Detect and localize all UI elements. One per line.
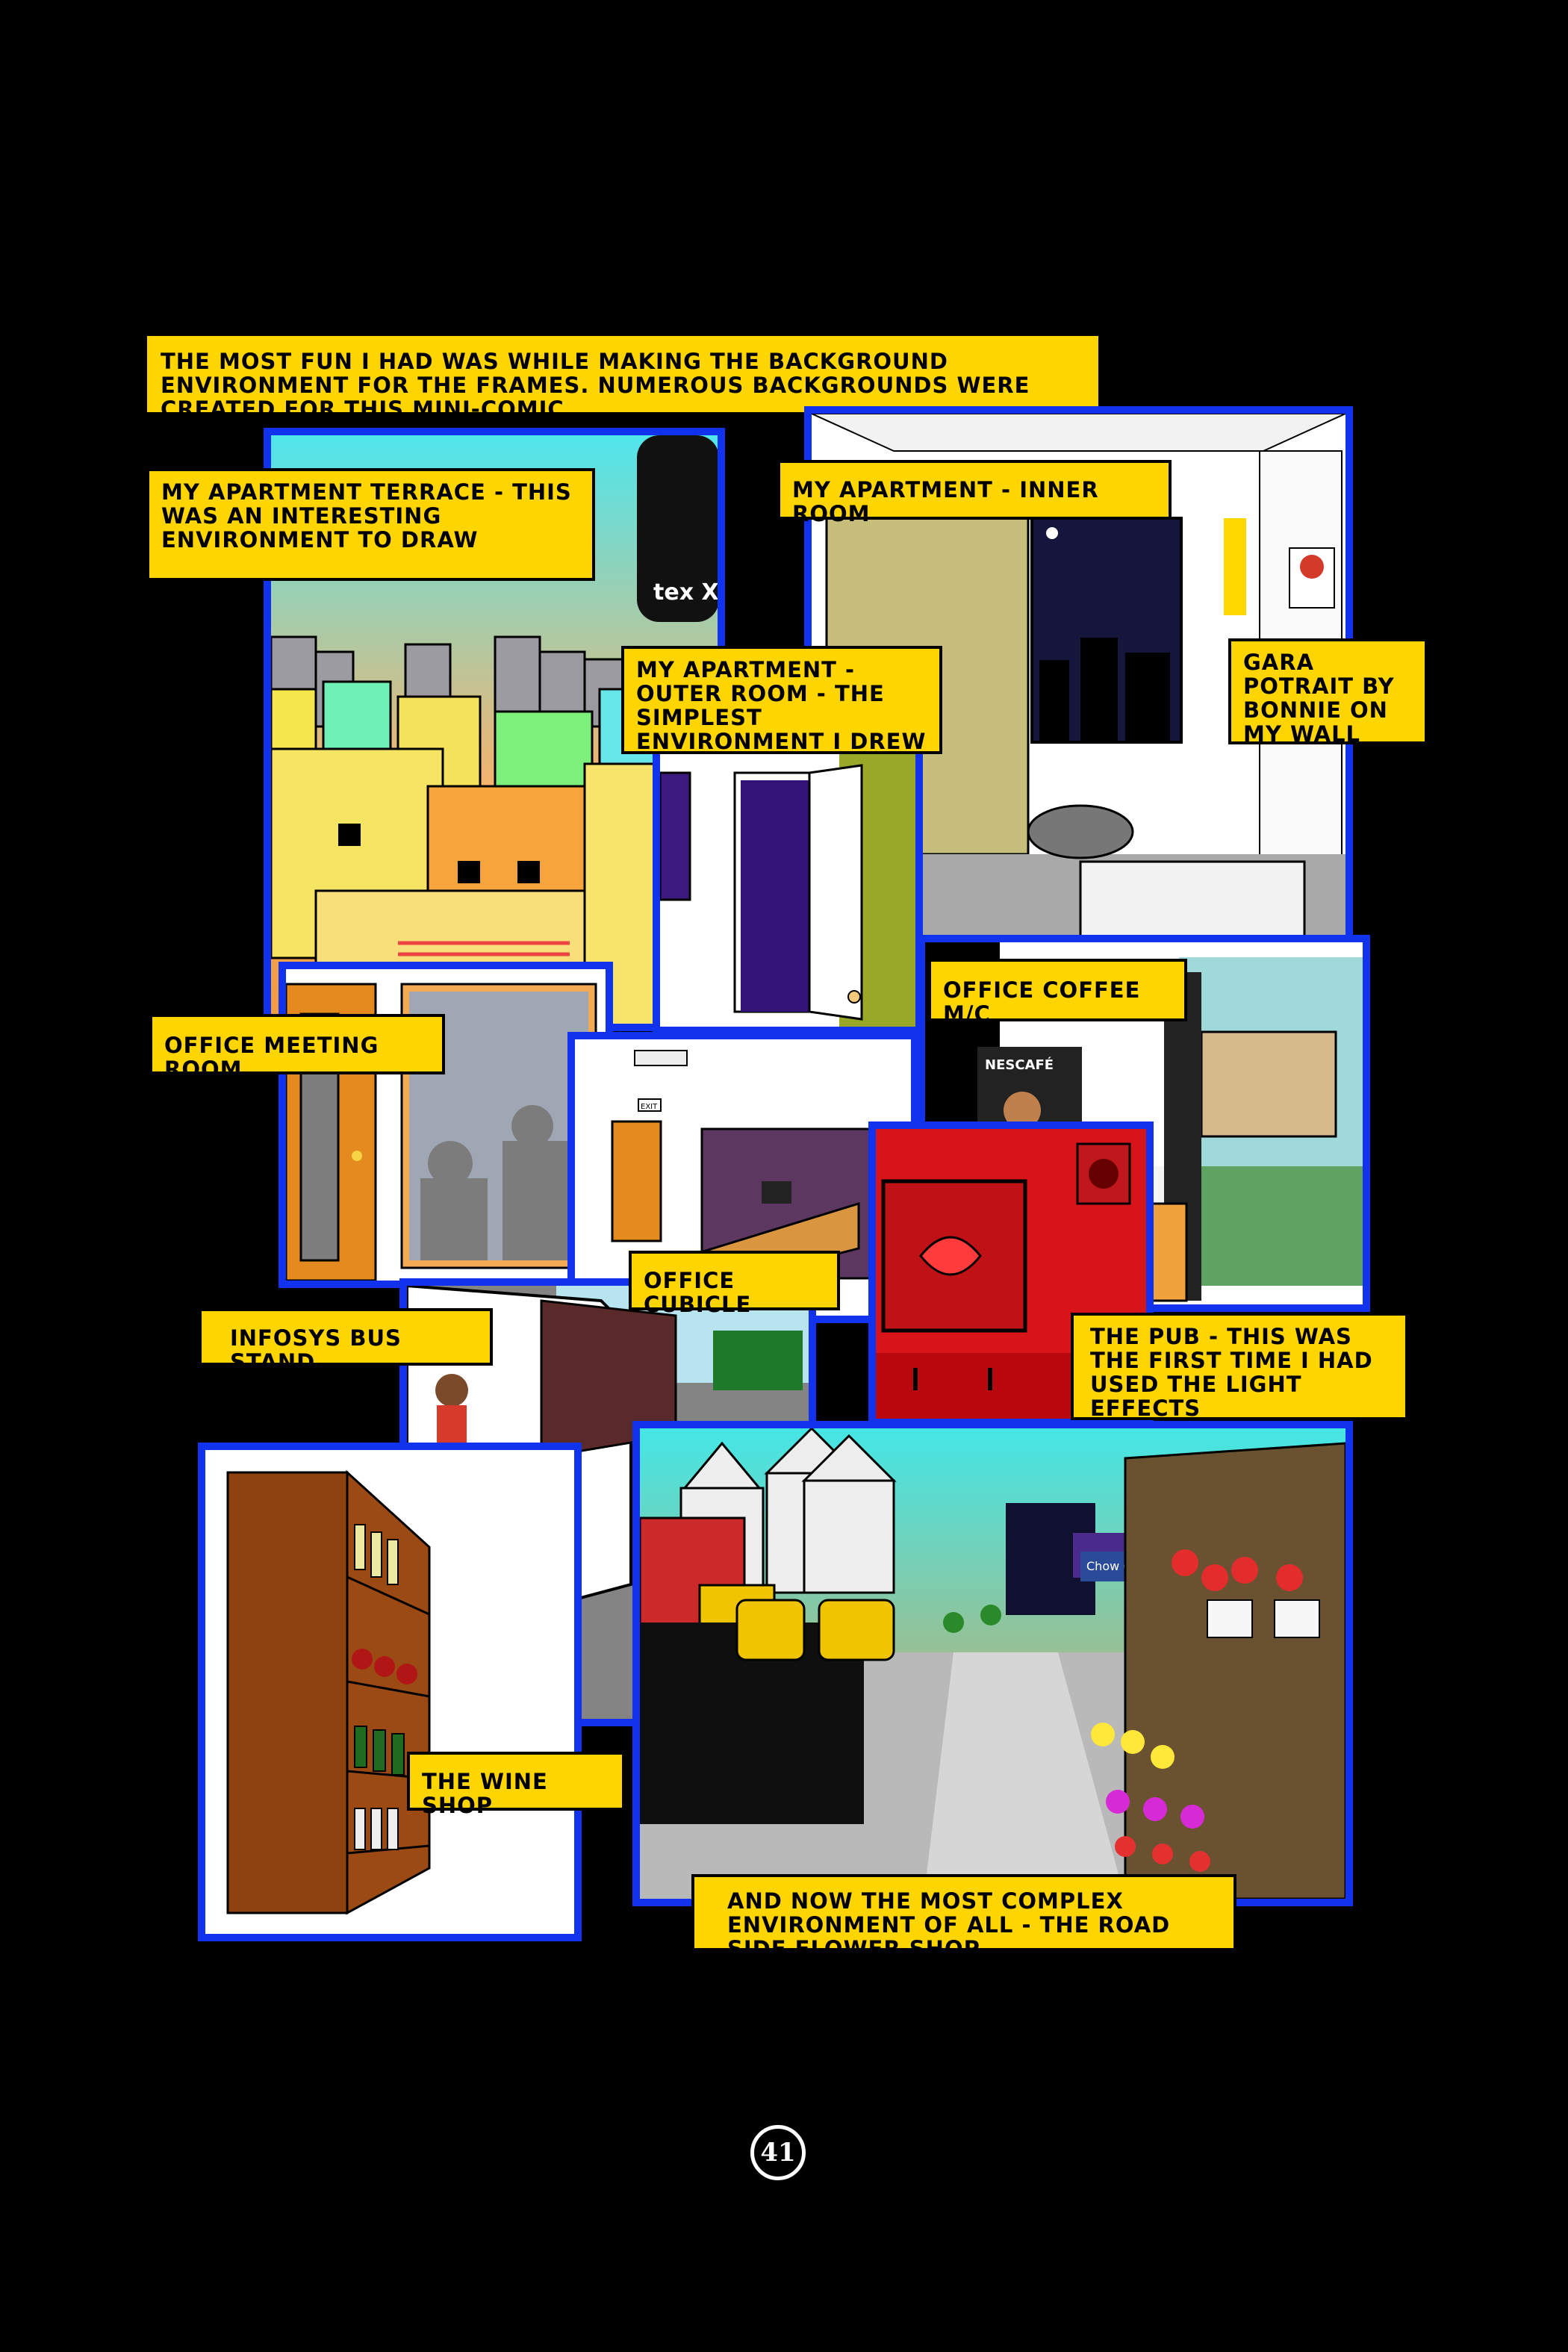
gara-caption: GARA POTRAIT BY BONNIE ON MY WALL [1228, 638, 1428, 746]
flower-shop-illustration: Chow Chow [640, 1428, 1345, 1899]
exit-sign: EXIT [641, 1103, 658, 1111]
outer-room-panel [653, 735, 923, 1034]
terrace-caption: MY APARTMENT TERRACE - THIS WAS AN INTER… [146, 468, 595, 581]
wine-shop-illustration [205, 1450, 574, 1934]
tank-sign: tex X [653, 579, 718, 606]
page-number: 41 [750, 2125, 806, 2180]
bus-stand-caption: INFOSYS BUS STAND [199, 1308, 493, 1374]
nescafe-sign: NESCAFÉ [985, 1057, 1054, 1073]
coffee-caption: OFFICE COFFEE M/C [928, 959, 1187, 1026]
pub-panel [868, 1121, 1154, 1426]
flower-shop-panel: Chow Chow [632, 1421, 1353, 1906]
outer-room-illustration [660, 743, 915, 1027]
wine-shop-caption: THE WINE SHOP [407, 1752, 625, 1817]
intro-caption: THE MOST FUN I HAD WAS WHILE MAKING THE … [144, 333, 1101, 421]
pub-caption: THE PUB - THIS WAS THE FIRST TIME I HAD … [1071, 1313, 1408, 1420]
flower-shop-caption: AND NOW THE MOST COMPLEX ENVIRONMENT OF … [691, 1874, 1236, 1961]
inner-room-caption: MY APARTMENT - INNER ROOM [777, 460, 1172, 526]
outer-room-caption: MY APARTMENT - OUTER ROOM - THE SIMPLEST… [621, 646, 942, 754]
cubicle-caption: OFFICE CUBICLE [629, 1251, 840, 1316]
meeting-room-panel [279, 962, 613, 1288]
wine-shop-panel [198, 1443, 582, 1941]
meeting-caption: OFFICE MEETING ROOM [149, 1014, 445, 1081]
